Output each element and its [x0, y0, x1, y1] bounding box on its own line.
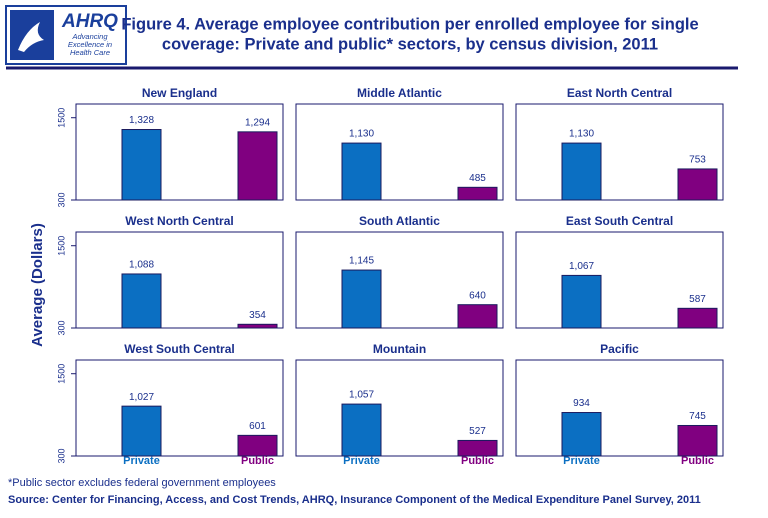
footnote: *Public sector excludes federal governme…: [8, 477, 276, 489]
value-label: 1,294: [245, 117, 270, 128]
panel-title: East North Central: [567, 86, 672, 100]
panel-frame: [515, 103, 724, 201]
logo-tagline: Excellence in: [68, 40, 112, 49]
bar: [561, 142, 602, 201]
value-label: 527: [469, 426, 486, 437]
x-tick-label: Public: [681, 455, 714, 467]
bar: [457, 304, 498, 329]
y-tick-label: 1500: [56, 108, 66, 128]
bar: [237, 323, 278, 329]
value-label: 1,067: [569, 261, 594, 272]
value-label: 587: [689, 294, 706, 305]
bar: [677, 168, 718, 201]
bar: [121, 405, 162, 457]
value-label: 745: [689, 411, 706, 422]
panel-title: West South Central: [124, 342, 234, 356]
bar: [237, 131, 278, 201]
x-tick-label: Private: [343, 455, 380, 467]
x-tick-label: Public: [461, 455, 494, 467]
value-label: 354: [249, 310, 266, 321]
bar: [457, 439, 498, 457]
bar: [561, 412, 602, 457]
panel-title: South Atlantic: [359, 214, 440, 228]
bar: [457, 186, 498, 201]
x-tick-label: Public: [241, 455, 274, 467]
value-label: 934: [573, 398, 590, 409]
emblem-figure: [18, 22, 44, 52]
panel-frame: [75, 231, 284, 329]
panel-frame: [515, 231, 724, 329]
logo-tagline: Advancing: [71, 32, 108, 41]
y-tick-label: 300: [56, 448, 66, 463]
bar: [237, 434, 278, 457]
x-tick-label: Private: [123, 455, 160, 467]
value-label: 1,088: [129, 260, 154, 271]
panel-title: East South Central: [566, 214, 673, 228]
panel-title: Mountain: [373, 342, 426, 356]
logo-tagline: Health Care: [70, 48, 110, 57]
panel-frame: [295, 103, 504, 201]
y-tick-label: 300: [56, 192, 66, 207]
bar: [561, 274, 602, 329]
bar: [341, 142, 382, 201]
y-axis-label: Average (Dollars): [29, 223, 46, 347]
panel-title: Middle Atlantic: [357, 86, 442, 100]
panel-frame: [295, 359, 504, 457]
panel-frame: [515, 359, 724, 457]
x-tick-label: Private: [563, 455, 600, 467]
panel-title: West North Central: [125, 214, 233, 228]
value-label: 1,027: [129, 392, 154, 403]
bar: [677, 424, 718, 457]
panel-frame: [75, 103, 284, 201]
y-tick-label: 1500: [56, 236, 66, 256]
y-tick-label: 300: [56, 320, 66, 335]
panel-title: New England: [142, 86, 217, 100]
value-label: 601: [249, 421, 266, 432]
bar: [341, 269, 382, 329]
value-label: 485: [469, 173, 486, 184]
logo-name: AHRQ: [61, 11, 118, 32]
value-label: 1,130: [349, 129, 374, 140]
value-label: 753: [689, 155, 706, 166]
y-tick-label: 1500: [56, 364, 66, 384]
source: Source: Center for Financing, Access, an…: [8, 494, 701, 506]
bar: [121, 273, 162, 329]
panel-frame: [295, 231, 504, 329]
value-label: 1,057: [349, 390, 374, 401]
value-label: 1,145: [349, 256, 374, 267]
value-label: 640: [469, 290, 486, 301]
title: coverage: Private and public* sectors, b…: [162, 35, 658, 53]
value-label: 1,130: [569, 129, 594, 140]
title: Figure 4. Average employee contribution …: [121, 15, 698, 33]
value-label: 1,328: [129, 115, 154, 126]
bar: [121, 129, 162, 201]
bar: [677, 307, 718, 329]
panel-title: Pacific: [600, 342, 639, 356]
bar: [341, 403, 382, 457]
panel-frame: [75, 359, 284, 457]
